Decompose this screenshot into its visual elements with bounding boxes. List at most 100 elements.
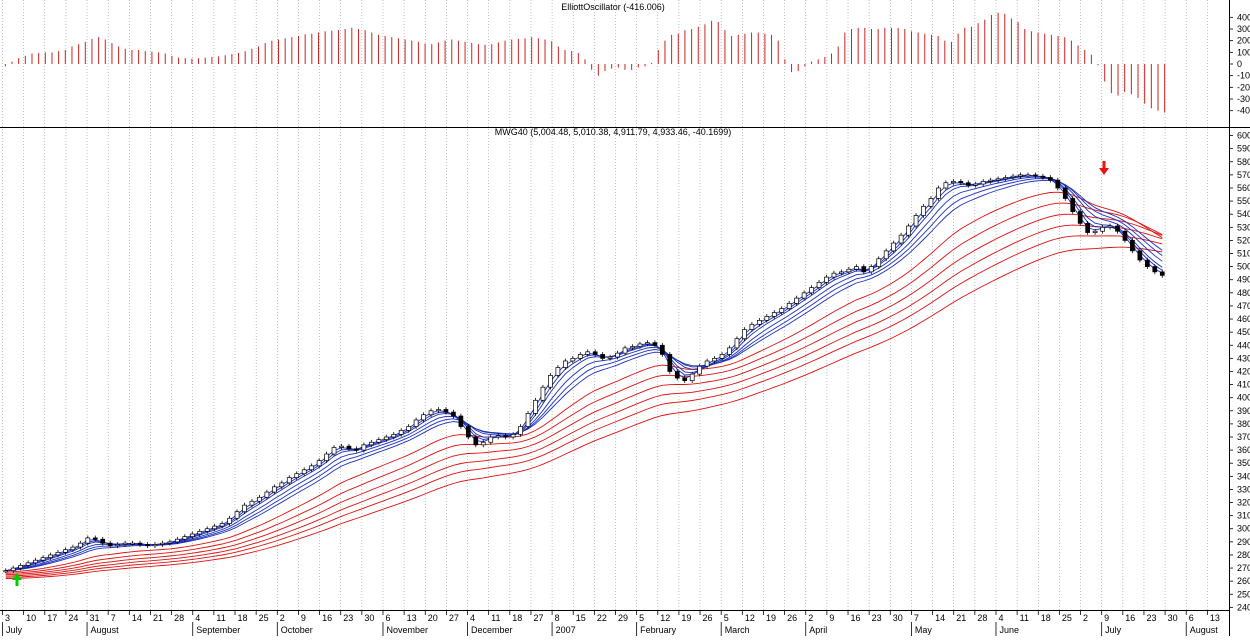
candle-body — [906, 225, 911, 236]
candle-body — [264, 491, 270, 498]
price-y-label: 2800 — [1237, 550, 1250, 560]
price-y-label: 4000 — [1237, 393, 1250, 403]
buy-arrow-icon — [12, 573, 22, 586]
candle-body — [174, 538, 180, 543]
x-day-label: 11 — [216, 613, 225, 623]
x-day-label: 19 — [766, 613, 776, 623]
candle-body — [1115, 225, 1120, 232]
x-day-label: 10 — [26, 613, 36, 623]
candle-body — [824, 276, 829, 283]
candle-body — [548, 375, 553, 388]
price-y-label: 5200 — [1237, 235, 1250, 245]
candle-body — [756, 320, 762, 325]
candle-body — [301, 469, 307, 475]
x-day-label: 9 — [829, 613, 834, 623]
candle-body — [1152, 266, 1158, 273]
price-y-label: 5400 — [1237, 209, 1250, 219]
candle-body — [421, 414, 426, 421]
short-ma-line — [5, 175, 1163, 572]
candle-body — [152, 544, 158, 547]
candle-body — [488, 436, 494, 443]
candle-body — [115, 544, 121, 547]
x-month-label: December — [471, 625, 513, 635]
candle-body — [704, 360, 710, 367]
candle-body — [122, 542, 128, 545]
candle-body — [63, 549, 68, 553]
candle-body — [659, 344, 665, 355]
price-y-label: 5100 — [1237, 249, 1250, 259]
x-day-label: 4 — [195, 613, 200, 623]
x-day-label: 9 — [301, 613, 306, 623]
candle-body — [346, 445, 352, 450]
candle-body — [742, 329, 747, 340]
x-day-label: 30 — [893, 613, 903, 623]
candle-body — [204, 528, 210, 532]
candle-body — [197, 531, 203, 535]
x-day-label: 16 — [322, 613, 332, 623]
candle-body — [652, 342, 658, 346]
candle-body — [518, 426, 523, 435]
candle-body — [600, 354, 606, 359]
candle-body — [1122, 230, 1128, 241]
x-day-label: 31 — [90, 613, 100, 623]
candle-body — [674, 371, 680, 379]
candle-body — [212, 525, 218, 530]
candle-body — [428, 410, 434, 416]
x-day-label: 29 — [618, 613, 628, 623]
x-day-label: 18 — [1041, 613, 1051, 623]
x-day-label: 7 — [111, 613, 116, 623]
long-ma-line — [5, 202, 1163, 574]
candle-body — [503, 435, 509, 438]
candle-body — [309, 465, 315, 471]
candle-body — [883, 250, 889, 260]
candle-body — [607, 356, 613, 359]
candle-body — [682, 377, 688, 381]
candle-body — [100, 538, 106, 544]
candle-body — [1130, 240, 1135, 252]
candle-body — [85, 537, 91, 544]
x-month-label: May — [915, 625, 933, 635]
candle-body — [980, 181, 986, 185]
price-y-label: 5000 — [1237, 262, 1250, 272]
candle-body — [839, 271, 844, 274]
candle-body — [391, 434, 397, 438]
osc-y-label: -100 — [1237, 71, 1250, 81]
candle-body — [809, 287, 814, 294]
long-ma-line — [5, 213, 1163, 576]
candle-body — [689, 373, 695, 381]
candle-body — [473, 436, 479, 446]
candle-body — [727, 347, 732, 355]
x-month-label: October — [281, 625, 313, 635]
osc-y-label: 200 — [1237, 36, 1250, 46]
price-y-label: 3300 — [1237, 484, 1250, 494]
price-y-label: 4300 — [1237, 353, 1250, 363]
x-day-label: 26 — [787, 613, 797, 623]
x-day-label: 19 — [681, 613, 691, 623]
candle-body — [510, 434, 516, 438]
x-day-label: 11 — [491, 613, 500, 623]
candle-body — [779, 308, 785, 313]
candle-body — [294, 473, 300, 478]
x-day-label: 22 — [597, 613, 607, 623]
candle-body — [465, 426, 471, 438]
long-ma-line — [5, 246, 1163, 579]
x-month-label: 2007 — [556, 625, 576, 635]
price-y-label: 3100 — [1237, 511, 1250, 521]
candle-body — [1018, 174, 1023, 177]
candle-body — [637, 343, 643, 347]
price-y-label: 5800 — [1237, 157, 1250, 167]
osc-y-label: 0 — [1237, 59, 1242, 69]
price-y-label: 2700 — [1237, 563, 1250, 573]
x-month-label: July — [6, 625, 23, 635]
candle-body — [585, 351, 591, 355]
price-y-label: 3000 — [1237, 524, 1250, 534]
candle-body — [70, 546, 76, 551]
candle-body — [1100, 226, 1105, 232]
candle-body — [413, 419, 419, 427]
candle-body — [25, 562, 31, 566]
x-day-label: 21 — [153, 613, 163, 623]
candle-body — [160, 542, 165, 545]
candle-body — [562, 360, 568, 368]
candle-body — [383, 436, 389, 440]
candle-body — [1047, 177, 1053, 181]
